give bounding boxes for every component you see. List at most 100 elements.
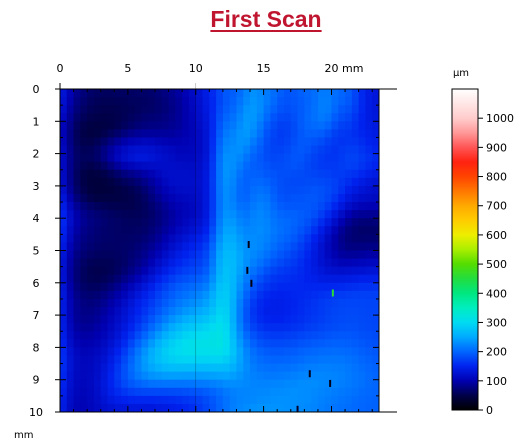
heatmap-cell xyxy=(195,250,204,260)
heatmap-cell xyxy=(311,210,319,219)
heatmap-cell xyxy=(141,298,149,308)
heatmap-cell xyxy=(87,113,95,122)
heatmap-cell xyxy=(250,89,258,98)
heatmap-cell xyxy=(100,177,109,187)
heatmap-cell xyxy=(277,105,285,114)
heatmap-cell xyxy=(338,97,346,106)
heatmap-cell xyxy=(121,113,129,122)
heatmap-cell xyxy=(209,307,217,316)
heatmap-cell xyxy=(161,258,170,268)
heatmap-cell xyxy=(229,274,238,284)
heatmap-cell xyxy=(338,403,346,412)
heatmap-cell xyxy=(188,97,197,106)
heatmap-cell xyxy=(263,331,272,340)
heatmap-cell xyxy=(114,387,122,397)
heatmap-cell xyxy=(148,347,156,357)
heatmap-cell xyxy=(107,395,115,405)
heatmap-cell xyxy=(93,395,102,405)
heatmap-cell xyxy=(121,145,129,155)
heatmap-cell xyxy=(216,347,224,357)
heatmap-cell xyxy=(80,145,88,155)
heatmap-cell xyxy=(256,242,265,252)
heatmap-cell xyxy=(263,282,272,292)
heatmap-cell xyxy=(121,105,129,114)
heatmap-cell xyxy=(216,185,224,195)
heatmap-cell xyxy=(256,226,265,235)
heatmap-cell xyxy=(161,323,170,332)
heatmap-cell xyxy=(263,250,272,260)
heatmap-cell xyxy=(60,97,68,106)
heatmap-cell xyxy=(87,169,95,179)
heatmap-cell xyxy=(195,355,204,365)
heatmap-cell xyxy=(365,266,373,276)
heatmap-cell xyxy=(222,266,231,276)
heatmap-cell xyxy=(222,379,231,389)
heatmap-cell xyxy=(93,331,102,340)
heatmap-cell xyxy=(87,323,95,332)
heatmap-cell xyxy=(175,129,183,139)
heatmap-cell xyxy=(338,242,346,252)
heatmap-cell xyxy=(161,387,170,397)
heatmap-cell xyxy=(290,169,299,179)
heatmap-cell xyxy=(345,403,353,412)
heatmap-cell xyxy=(148,315,156,324)
heatmap-cell xyxy=(202,298,210,308)
colorbar-tick-label: 0 xyxy=(486,404,493,417)
heatmap-cell xyxy=(338,202,346,211)
heatmap-cell xyxy=(80,89,88,98)
heatmap-cell xyxy=(107,331,115,340)
heatmap-cell xyxy=(229,379,238,389)
heatmap-cell xyxy=(338,298,346,308)
heatmap-cell xyxy=(107,266,115,276)
heatmap-cell xyxy=(277,145,285,155)
heatmap-cell xyxy=(114,105,122,114)
heatmap-cell xyxy=(168,97,176,106)
heatmap-cell xyxy=(345,129,353,139)
heatmap-cell xyxy=(66,298,75,308)
heatmap-cell xyxy=(73,185,81,195)
heatmap-cell xyxy=(121,347,129,357)
colorbar-gradient xyxy=(451,88,479,411)
heatmap-cell xyxy=(87,137,95,147)
heatmap-cell xyxy=(148,339,156,348)
heatmap-cell xyxy=(236,307,244,316)
heatmap-cell xyxy=(365,331,373,340)
heatmap-cell xyxy=(290,315,299,324)
heatmap-cell xyxy=(324,177,333,187)
heatmap-cell xyxy=(175,226,183,235)
heatmap-cell xyxy=(168,242,176,252)
heatmap-cell xyxy=(121,153,129,163)
heatmap-cell xyxy=(317,161,326,171)
heatmap-cell xyxy=(168,266,176,276)
heatmap-cell xyxy=(331,242,339,252)
heatmap-cell xyxy=(351,177,360,187)
heatmap-cell xyxy=(243,89,251,98)
heatmap-cell xyxy=(338,274,346,284)
heatmap-cell xyxy=(263,153,272,163)
heatmap-cell xyxy=(121,177,129,187)
heatmap-cell xyxy=(331,177,339,187)
heatmap-cell xyxy=(93,298,102,308)
heatmap-cell xyxy=(351,274,360,284)
heatmap-cell xyxy=(87,89,95,98)
heatmap-cell xyxy=(304,145,312,155)
heatmap-cell xyxy=(290,129,299,139)
heatmap-cell xyxy=(358,282,367,292)
heatmap-cell xyxy=(250,290,258,300)
heatmap-cell xyxy=(188,379,197,389)
heatmap-cell xyxy=(80,307,88,316)
heatmap-cell xyxy=(195,129,204,139)
heatmap-cell xyxy=(345,298,353,308)
heatmap-cell xyxy=(236,234,244,244)
heatmap-cell xyxy=(283,202,292,211)
heatmap-cell xyxy=(127,379,136,389)
heatmap-cell xyxy=(311,307,319,316)
heatmap-cell xyxy=(338,266,346,276)
heatmap-cell xyxy=(182,379,190,389)
heatmap-cell xyxy=(250,113,258,122)
heatmap-cell xyxy=(283,274,292,284)
heatmap-cell xyxy=(100,395,109,405)
heatmap-cell xyxy=(229,129,238,139)
heatmap-cell xyxy=(73,89,81,98)
heatmap-cell xyxy=(256,169,265,179)
